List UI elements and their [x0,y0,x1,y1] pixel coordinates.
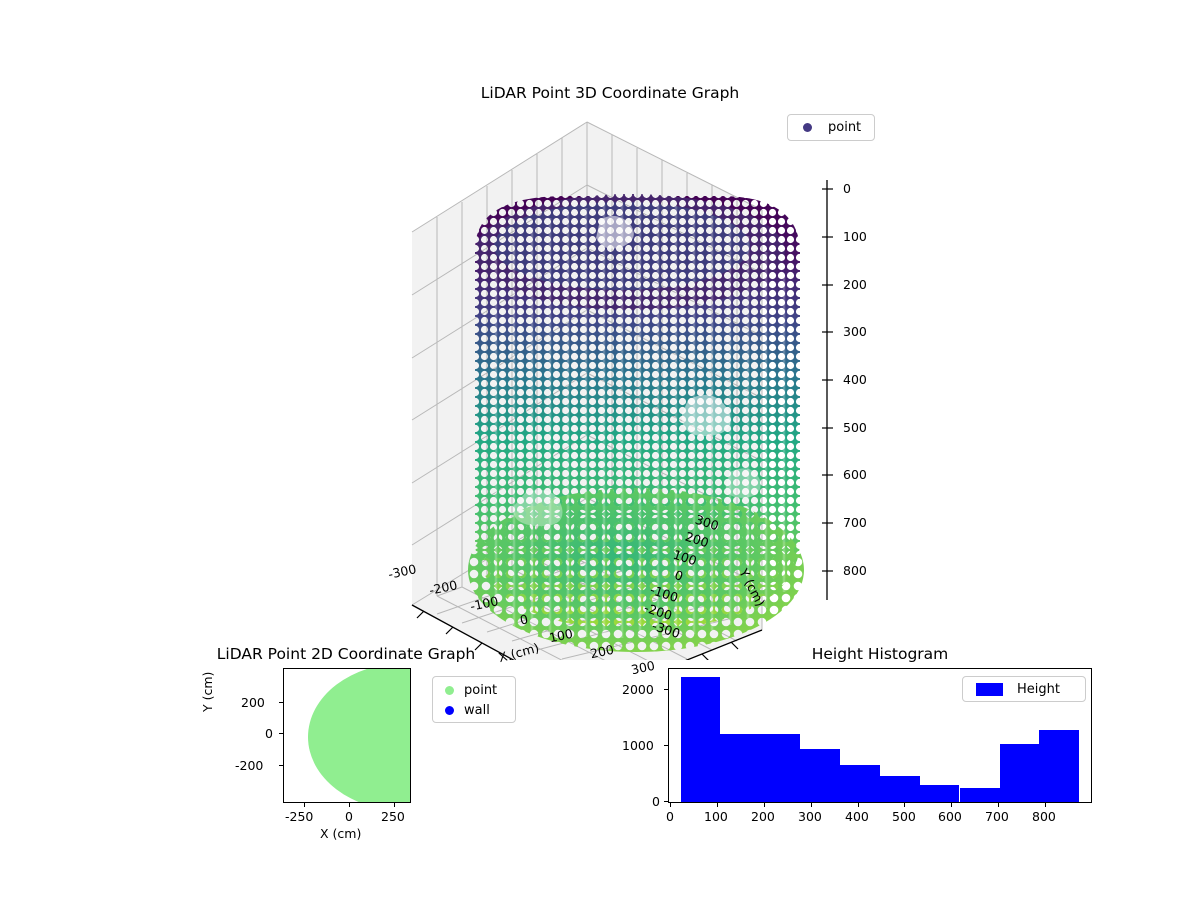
plot-2d-axes[interactable] [283,668,411,803]
histogram-bar [680,676,721,802]
plot-3d-zticks [822,188,833,572]
legend-item-point[interactable]: point [438,680,510,700]
histogram-xtick-label: 300 [798,809,822,824]
histogram-xtick-label: 600 [938,809,962,824]
histogram-bar [879,776,920,802]
plot-3d-ztick-label: 200 [843,277,867,292]
histogram-xtick-label: 0 [666,809,674,824]
histogram-ytick-label: 1000 [622,738,654,753]
histogram-xtickmark [811,803,812,807]
legend-item-wall[interactable]: wall [438,700,510,720]
plot-2d-xtick-label: 250 [381,809,405,824]
histogram-bar [1039,730,1080,802]
histogram-xtick-label: 200 [751,809,775,824]
plot-3d-ztick-label: 500 [843,420,867,435]
legend-item-point[interactable]: point [794,117,868,138]
plot-3d-canvas [411,121,833,660]
histogram-xtickmark [764,803,765,807]
histogram-bar [840,765,880,802]
plot-2d-ytick-label: 0 [265,726,273,741]
plot-2d-xtickmark [349,803,350,807]
plot-2d-title: LiDAR Point 2D Coordinate Graph [216,645,476,663]
histogram-title: Height Histogram [811,645,949,663]
plot-3d-title: LiDAR Point 3D Coordinate Graph [480,84,740,102]
plot-2d-xtick-label: 0 [345,809,353,824]
plot-2d-ytickmark [279,702,283,703]
plot-3d-ztick-label: 0 [843,181,851,196]
legend-item-height[interactable]: Height [969,679,1079,699]
plot-2d-xtickmark [394,803,395,807]
plot-3d-ztick-label: 400 [843,372,867,387]
plot-3d-yticks [701,641,739,660]
plot-3d-xtick-label: 300 [629,657,657,678]
plot-3d-ztick-label: 600 [843,467,867,482]
histogram-bar [760,733,801,802]
histogram-xtick-label: 400 [845,809,869,824]
point-cloud-top-rim [475,194,785,310]
histogram-xtick-label: 700 [985,809,1009,824]
histogram-xtickmark [670,803,671,807]
plot-3d-axes[interactable]: -300 -200 -100 0 100 200 300 X (cm) 300 … [300,100,920,677]
histogram-xtickmark [998,803,999,807]
plot-2d-point-blob [308,669,410,802]
plot-3d-ztick-label: 100 [843,229,867,244]
histogram-xtick-label: 500 [892,809,916,824]
histogram-xtickmark [717,803,718,807]
plot-2d-ytick-label: -200 [235,758,264,773]
wall-marker-icon [438,705,460,715]
point-marker-icon [438,685,460,695]
point-cloud-gaps [513,215,761,527]
plot-2d-xtick-label: -250 [285,809,314,824]
plot-2d-ytickmark [279,765,283,766]
histogram-ytickmark [664,689,668,690]
histogram-bar [959,788,1000,802]
plot-3d-ztick-label: 700 [843,515,867,530]
histogram-legend[interactable]: Height [962,676,1086,702]
legend-label: point [464,682,498,698]
plot-3d-spines [411,180,828,660]
histogram-ytick-label: 0 [652,794,660,809]
histogram-bar [919,785,960,802]
plot-3d-ztick-label: 300 [843,324,867,339]
histogram-ytickmark [664,801,668,802]
histogram-axes[interactable] [668,668,1092,803]
plot-3d-legend[interactable]: point [787,114,875,141]
plot-2d-ytick-label: 200 [241,695,265,710]
plot-2d-xaxis-label: X (cm) [320,826,362,841]
histogram-ytickmark [664,745,668,746]
histogram-bar [800,748,841,802]
plot-2d-legend[interactable]: point wall [432,676,516,723]
legend-label: Height [1017,681,1060,697]
histogram-xtickmark [858,803,859,807]
histogram-xtickmark [951,803,952,807]
histogram-xtick-label: 800 [1032,809,1056,824]
histogram-ytick-label: 2000 [622,682,654,697]
histogram-bar [720,733,761,802]
legend-label: wall [464,702,490,718]
histogram-bars [669,669,1091,802]
plot-2d-xtickmark [304,803,305,807]
plot-2d-ytickmark [279,733,283,734]
point-marker-icon [794,123,820,132]
histogram-bar [999,744,1040,802]
histogram-xtickmark [904,803,905,807]
histogram-xtick-label: 100 [704,809,728,824]
plot-3d-xticks [416,610,512,660]
plot-2d-yaxis-label: Y (cm) [200,671,215,712]
legend-label: point [828,120,862,135]
plot-3d-ztick-label: 800 [843,563,867,578]
histogram-xtickmark [1045,803,1046,807]
point-cloud-floor [468,488,804,652]
height-patch-icon [969,682,1009,696]
point-cloud-scanlines [494,202,786,638]
